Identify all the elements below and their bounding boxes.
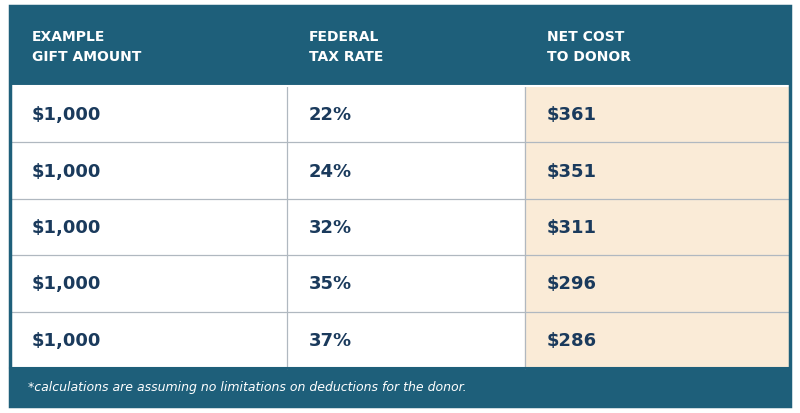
Text: $1,000: $1,000 [32, 331, 102, 349]
Bar [287, 87, 525, 143]
Text: $296: $296 [547, 275, 597, 293]
Text: *calculations are assuming no limitations on deductions for the donor.: *calculations are assuming no limitation… [28, 380, 466, 394]
Text: $351: $351 [547, 162, 597, 180]
Text: 22%: 22% [309, 106, 352, 124]
Text: 37%: 37% [309, 331, 352, 349]
Bar [525, 143, 790, 199]
Bar [10, 199, 287, 256]
Bar [525, 199, 790, 256]
Bar [10, 7, 790, 87]
Bar [525, 312, 790, 368]
Text: $1,000: $1,000 [32, 275, 102, 293]
Text: $361: $361 [547, 106, 597, 124]
Text: 32%: 32% [309, 218, 352, 236]
Text: $1,000: $1,000 [32, 218, 102, 236]
Bar [10, 256, 287, 312]
Text: NET COST
TO DONOR: NET COST TO DONOR [547, 30, 630, 64]
Bar [287, 199, 525, 256]
Text: EXAMPLE
GIFT AMOUNT: EXAMPLE GIFT AMOUNT [32, 30, 142, 64]
Text: $311: $311 [547, 218, 597, 236]
Bar [10, 368, 790, 406]
Text: 35%: 35% [309, 275, 352, 293]
Text: 24%: 24% [309, 162, 352, 180]
Text: $1,000: $1,000 [32, 162, 102, 180]
Bar [525, 87, 790, 143]
Text: $286: $286 [547, 331, 597, 349]
Bar [287, 312, 525, 368]
Text: $1,000: $1,000 [32, 106, 102, 124]
Bar [525, 256, 790, 312]
Bar [10, 312, 287, 368]
Bar [10, 143, 287, 199]
Bar [287, 256, 525, 312]
Bar [10, 87, 287, 143]
Text: FEDERAL
TAX RATE: FEDERAL TAX RATE [309, 30, 383, 64]
Bar [287, 143, 525, 199]
